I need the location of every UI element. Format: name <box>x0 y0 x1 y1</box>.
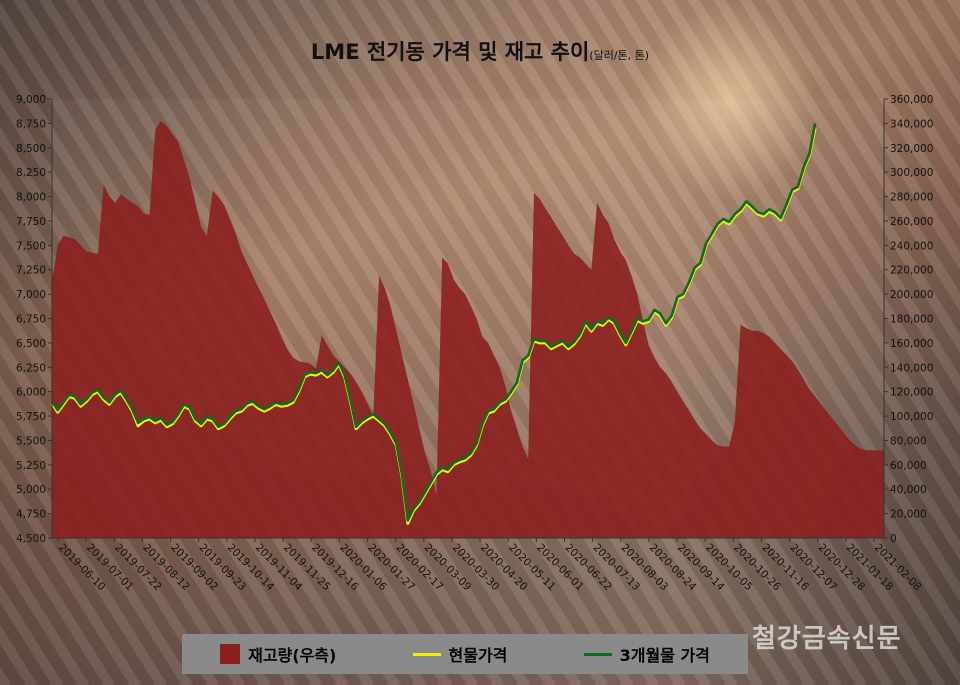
right-tick-label: 100,000 <box>890 411 933 423</box>
legend-label-spot: 현물가격 <box>448 646 508 665</box>
legend-swatch-inventory <box>220 644 241 664</box>
right-tick-label: 180,000 <box>890 314 933 326</box>
left-tick-label: 8,500 <box>16 143 46 155</box>
right-tick-label: 360,000 <box>890 94 933 106</box>
legend-item-inventory: 재고량(우측) <box>220 642 336 666</box>
right-tick-label: 320,000 <box>890 143 933 155</box>
left-tick-label: 6,750 <box>16 314 46 326</box>
left-tick-label: 7,000 <box>16 289 46 301</box>
left-tick-label: 7,250 <box>16 265 46 277</box>
right-tick-label: 200,000 <box>890 289 933 301</box>
right-tick-label: 60,000 <box>890 460 927 472</box>
chart-title-text: LME 전기동 가격 및 재고 추이 <box>310 40 590 64</box>
series-area-inventory <box>52 120 884 539</box>
series-line-3m <box>50 123 817 522</box>
right-tick-label: 140,000 <box>890 362 933 374</box>
left-tick-label: 7,750 <box>16 216 46 228</box>
watermark: 철강금속신문 <box>752 624 902 654</box>
left-tick-label: 8,000 <box>16 192 46 204</box>
right-tick-label: 240,000 <box>890 240 933 252</box>
right-tick-label: 40,000 <box>890 484 927 496</box>
right-tick-label: 280,000 <box>890 192 933 204</box>
left-tick-label: 8,250 <box>16 167 46 179</box>
left-tick-label: 5,500 <box>16 435 46 447</box>
chart-title: LME 전기동 가격 및 재고 추이(달러/톤, 톤) <box>0 36 960 66</box>
left-tick-label: 5,000 <box>16 484 46 496</box>
right-tick-label: 120,000 <box>890 387 933 399</box>
right-tick-label: 20,000 <box>890 509 927 521</box>
left-tick-label: 6,000 <box>16 387 46 399</box>
left-tick-label: 9,000 <box>16 94 46 106</box>
left-tick-label: 7,500 <box>16 240 46 252</box>
legend-swatch-spot <box>412 652 441 656</box>
chart-title-unit: (달러/톤, 톤) <box>589 49 650 62</box>
right-tick-label: 160,000 <box>890 338 933 350</box>
left-tick-label: 6,250 <box>16 362 46 374</box>
legend-label-inventory: 재고량(우측) <box>248 646 337 665</box>
left-tick-label: 5,750 <box>16 411 46 423</box>
legend: 재고량(우측) 현물가격 3개월물 가격 <box>182 634 748 674</box>
left-tick-label: 4,500 <box>16 533 46 545</box>
right-tick-label: 260,000 <box>890 216 933 228</box>
left-tick-label: 4,750 <box>16 509 46 521</box>
legend-item-3m: 3개월물 가격 <box>583 642 710 666</box>
background-glow <box>640 0 820 200</box>
right-tick-label: 300,000 <box>890 167 933 179</box>
right-tick-label: 220,000 <box>890 265 933 277</box>
legend-item-spot: 현물가격 <box>412 642 508 666</box>
left-tick-label: 6,500 <box>16 338 46 350</box>
legend-label-3m: 3개월물 가격 <box>619 646 710 665</box>
right-tick-label: 80,000 <box>890 435 927 447</box>
legend-swatch-3m <box>583 652 612 656</box>
right-tick-label: 340,000 <box>890 118 933 130</box>
right-tick-label: 0 <box>890 533 897 545</box>
left-tick-label: 5,250 <box>16 460 46 472</box>
left-tick-label: 8,750 <box>16 118 46 130</box>
